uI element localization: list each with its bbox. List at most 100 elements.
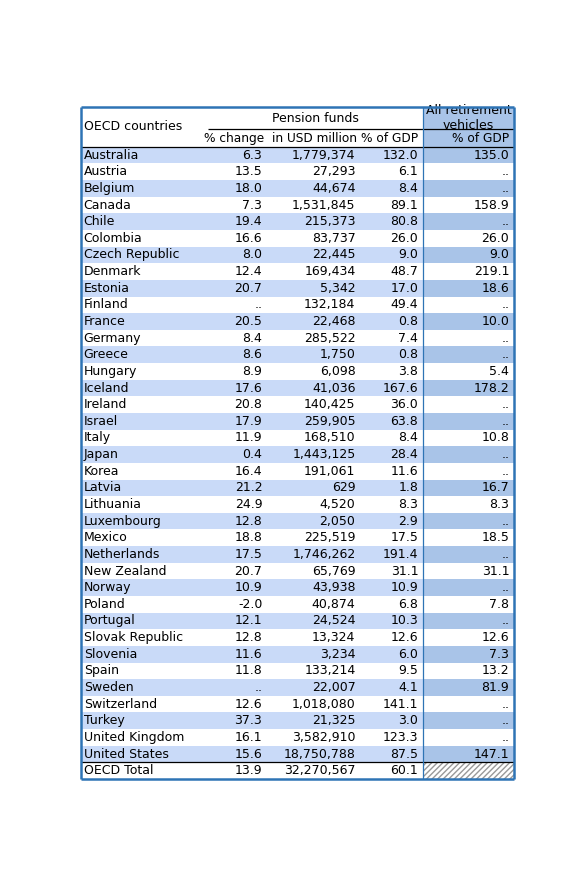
Text: 12.1: 12.1	[235, 615, 262, 627]
Text: 10.0: 10.0	[481, 315, 509, 328]
Bar	[81, 480, 423, 496]
Text: ..: ..	[501, 332, 509, 345]
Text: 43,938: 43,938	[312, 581, 356, 595]
Text: Colombia: Colombia	[84, 232, 143, 245]
Text: 24,524: 24,524	[312, 615, 356, 627]
Text: 8.4: 8.4	[242, 332, 262, 345]
Bar	[423, 463, 514, 480]
Bar	[81, 196, 423, 213]
Text: OECD countries: OECD countries	[84, 120, 182, 133]
Text: Luxembourg: Luxembourg	[84, 515, 161, 528]
Bar	[423, 563, 514, 580]
Bar	[81, 430, 423, 446]
Text: 32,270,567: 32,270,567	[284, 764, 356, 777]
Bar	[81, 745, 423, 762]
Bar	[423, 346, 514, 363]
Bar	[81, 496, 423, 513]
Text: 10.8: 10.8	[481, 431, 509, 445]
Text: 17.0: 17.0	[390, 282, 418, 295]
Bar	[81, 530, 423, 546]
Text: 18.6: 18.6	[481, 282, 509, 295]
Text: 133,214: 133,214	[304, 665, 356, 677]
Bar	[81, 679, 423, 695]
Text: 629: 629	[332, 481, 356, 495]
Bar	[423, 107, 514, 146]
Text: Korea: Korea	[84, 465, 119, 478]
Text: 8.3: 8.3	[490, 498, 509, 511]
Text: 12.6: 12.6	[391, 631, 418, 644]
Text: 135.0: 135.0	[473, 148, 509, 161]
Text: 21,325: 21,325	[312, 714, 356, 727]
Text: 31.1: 31.1	[481, 565, 509, 578]
Text: 6.1: 6.1	[398, 165, 418, 178]
Text: 167.6: 167.6	[383, 381, 418, 395]
Text: ..: ..	[501, 615, 509, 627]
Text: in USD million: in USD million	[272, 132, 357, 145]
Text: Czech Republic: Czech Republic	[84, 248, 179, 261]
Text: 49.4: 49.4	[391, 298, 418, 311]
Text: Netherlands: Netherlands	[84, 548, 160, 561]
Text: 132,184: 132,184	[304, 298, 356, 311]
Bar	[81, 396, 423, 413]
Text: 12.6: 12.6	[481, 631, 509, 644]
Text: ..: ..	[501, 182, 509, 195]
Bar	[423, 446, 514, 463]
Text: ..: ..	[501, 215, 509, 228]
Bar	[423, 729, 514, 745]
Text: 7.8: 7.8	[490, 598, 509, 610]
Bar	[81, 546, 423, 563]
Text: 9.5: 9.5	[398, 665, 418, 677]
Bar	[423, 530, 514, 546]
Bar	[423, 163, 514, 180]
Text: ..: ..	[254, 681, 262, 694]
Bar	[423, 480, 514, 496]
Text: 60.1: 60.1	[390, 764, 418, 777]
Text: 22,468: 22,468	[312, 315, 356, 328]
Text: 21.2: 21.2	[235, 481, 262, 495]
Text: 191,061: 191,061	[304, 465, 356, 478]
Text: 11.9: 11.9	[235, 431, 262, 445]
Text: 2.9: 2.9	[398, 515, 418, 528]
Text: Austria: Austria	[84, 165, 128, 178]
Text: ..: ..	[501, 581, 509, 595]
Bar	[423, 496, 514, 513]
Text: 89.1: 89.1	[390, 198, 418, 211]
Bar	[423, 695, 514, 712]
Bar	[81, 330, 423, 346]
Text: ..: ..	[501, 465, 509, 478]
Text: 26.0: 26.0	[390, 232, 418, 245]
Text: 0.4: 0.4	[242, 448, 262, 461]
Text: 80.8: 80.8	[390, 215, 418, 228]
Text: 12.4: 12.4	[235, 265, 262, 278]
Text: Canada: Canada	[84, 198, 132, 211]
Bar	[81, 580, 423, 596]
Text: 17.5: 17.5	[390, 531, 418, 545]
Text: OECD Total: OECD Total	[84, 764, 153, 777]
Text: 1,750: 1,750	[320, 348, 356, 361]
Text: All retirement
vehicles: All retirement vehicles	[426, 104, 512, 132]
Text: -2.0: -2.0	[238, 598, 262, 610]
Text: Germany: Germany	[84, 332, 141, 345]
Bar	[81, 313, 423, 330]
Text: 15.6: 15.6	[234, 747, 262, 760]
Text: 3.8: 3.8	[398, 365, 418, 378]
Text: 20.7: 20.7	[234, 282, 262, 295]
Text: 8.0: 8.0	[242, 248, 262, 261]
Text: 48.7: 48.7	[390, 265, 418, 278]
Text: ..: ..	[501, 548, 509, 561]
Text: % of GDP: % of GDP	[452, 132, 509, 145]
Text: 8.9: 8.9	[242, 365, 262, 378]
Bar	[81, 296, 423, 313]
Text: Greece: Greece	[84, 348, 129, 361]
Text: 1,531,845: 1,531,845	[292, 198, 356, 211]
Text: 7.3: 7.3	[242, 198, 262, 211]
Text: 6.8: 6.8	[398, 598, 418, 610]
Text: Chile: Chile	[84, 215, 115, 228]
Bar	[423, 396, 514, 413]
Bar	[423, 580, 514, 596]
Text: % of GDP: % of GDP	[361, 132, 418, 145]
Text: ..: ..	[501, 714, 509, 727]
Bar	[81, 380, 423, 396]
Text: Finland: Finland	[84, 298, 128, 311]
Text: 18.8: 18.8	[234, 531, 262, 545]
